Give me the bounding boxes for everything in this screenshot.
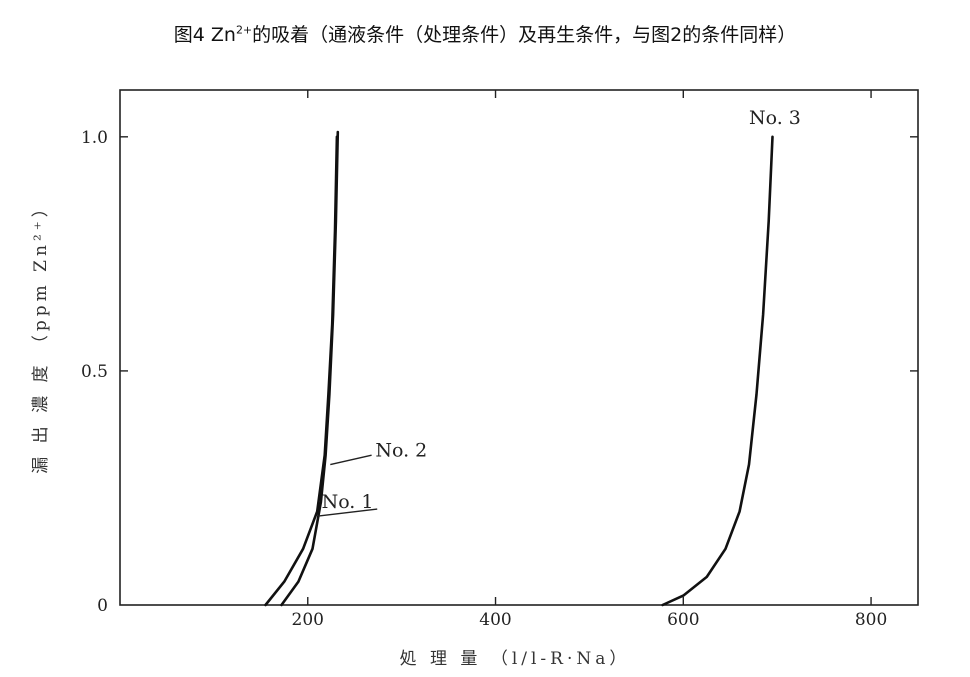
series-label-3: No. 3: [749, 107, 801, 129]
y-tick-label: 0: [97, 596, 108, 616]
x-axis-label: 処 理 量 （l/l-R·Na）: [400, 649, 631, 669]
x-tick-label: 400: [479, 610, 511, 630]
series-line-2: [280, 130, 340, 607]
series-label-2: No. 2: [375, 440, 427, 462]
x-tick-label: 800: [855, 610, 887, 630]
title-text-suffix: 的吸着（通液条件（处理条件）及再生条件，与图2的条件同样）: [252, 24, 797, 46]
x-tick-label: 200: [292, 610, 324, 630]
series-label-1: No. 1: [322, 491, 374, 513]
figure-title: 图4 Zn2+的吸着（通液条件（处理条件）及再生条件，与图2的条件同样）: [0, 20, 970, 47]
series-labels: No. 1 No. 2 No. 3: [318, 107, 801, 517]
title-superscript: 2+: [235, 23, 253, 37]
series-leader-line: [318, 508, 378, 517]
plot-frame: [119, 89, 919, 606]
title-text-prefix: 图4 Zn: [173, 24, 236, 46]
y-axis-label: 漏 出 濃 度 （ppm Zn²⁺）: [31, 196, 51, 473]
axis-ticks: [120, 90, 918, 605]
series-line-3: [661, 135, 774, 607]
series-line-1: [264, 135, 339, 607]
y-tick-label: 1.0: [81, 128, 108, 148]
y-tick-label: 0.5: [81, 362, 108, 382]
x-tick-label: 600: [667, 610, 699, 630]
series-leader-line: [330, 454, 372, 466]
series-lines: [264, 130, 774, 607]
axis-tick-labels: 200 400 600 800 0 0.5 1.0: [81, 128, 887, 630]
